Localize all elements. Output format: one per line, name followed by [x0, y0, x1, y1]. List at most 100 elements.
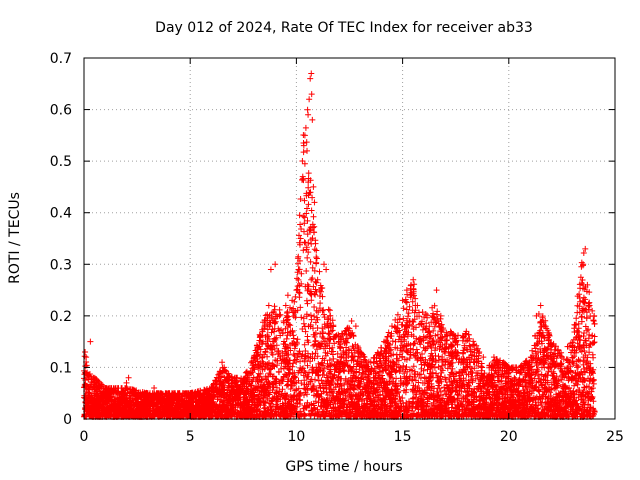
y-axis-label: ROTI / TECUs	[7, 192, 23, 284]
roti-point	[306, 96, 313, 103]
roti-point	[102, 385, 109, 392]
y-tick-label: 0	[63, 412, 72, 428]
roti-point	[300, 142, 307, 149]
roti-point	[384, 333, 391, 340]
roti-point	[580, 261, 587, 268]
roti-point	[323, 266, 330, 273]
roti-point	[420, 323, 427, 330]
roti-point	[522, 369, 529, 376]
roti-point	[537, 302, 544, 309]
roti-point	[541, 323, 548, 330]
roti-point	[495, 359, 502, 366]
x-tick-label: 25	[606, 429, 624, 445]
roti-point	[219, 359, 226, 366]
roti-point	[388, 323, 395, 330]
roti-point	[187, 390, 194, 397]
roti-point	[429, 312, 436, 319]
roti-point	[125, 374, 132, 381]
roti-point	[408, 281, 415, 288]
roti-point	[265, 302, 272, 309]
x-tick-label: 20	[500, 429, 518, 445]
roti-point	[463, 328, 470, 335]
roti-point	[310, 183, 317, 190]
roti-point	[112, 385, 119, 392]
roti-point	[348, 318, 355, 325]
roti-point	[378, 348, 385, 355]
x-tick-label: 10	[287, 429, 305, 445]
roti-point	[299, 173, 306, 180]
roti-point	[307, 75, 314, 82]
axis-ticks	[83, 57, 616, 420]
roti-point	[311, 199, 318, 206]
roti-point	[297, 235, 304, 242]
roti-point	[467, 343, 474, 350]
roti-point	[308, 70, 315, 77]
y-tick-label: 0.4	[50, 206, 72, 222]
roti-point	[257, 333, 264, 340]
roti-point	[221, 364, 228, 371]
roti-point	[410, 276, 417, 283]
roti-point	[584, 281, 591, 288]
roti-point	[316, 287, 323, 294]
roti-point	[558, 354, 565, 361]
y-tick-label: 0.3	[50, 257, 72, 273]
x-axis-label: GPS time / hours	[285, 459, 402, 475]
roti-point	[284, 292, 291, 299]
y-tick-label: 0.6	[50, 103, 72, 119]
roti-point	[282, 302, 289, 309]
roti-point	[272, 261, 279, 268]
roti-point	[93, 379, 100, 386]
grid-lines	[84, 58, 615, 419]
roti-point	[512, 364, 519, 371]
roti-point	[342, 338, 349, 345]
data-points	[81, 70, 598, 420]
roti-point	[84, 369, 91, 376]
roti-point	[569, 359, 576, 366]
roti-point	[144, 390, 151, 397]
roti-point	[312, 240, 319, 247]
roti-point	[165, 390, 172, 397]
y-tick-label: 0.7	[50, 51, 72, 67]
x-tick-label: 15	[394, 429, 412, 445]
roti-point	[367, 359, 374, 366]
y-tick-labels: 0 0.1 0.2 0.3 0.4 0.5 0.6 0.7	[50, 51, 72, 428]
plot-frame	[83, 57, 616, 420]
roti-point	[480, 354, 487, 361]
roti-point	[308, 91, 315, 98]
roti-point	[582, 245, 589, 252]
roti-point	[301, 132, 308, 139]
roti-point	[452, 338, 459, 345]
roti-point	[293, 287, 300, 294]
roti-point	[151, 385, 158, 392]
roti-point	[231, 374, 238, 381]
roti-point	[433, 287, 440, 294]
roti-point	[309, 116, 316, 123]
roti-point	[412, 302, 419, 309]
roti-point	[87, 338, 94, 345]
x-tick-label: 0	[80, 429, 89, 445]
roti-point	[335, 333, 342, 340]
roti-point	[208, 385, 215, 392]
roti-point	[276, 312, 283, 319]
roti-point	[176, 390, 183, 397]
roti-point	[123, 379, 130, 386]
roti-point	[437, 312, 444, 319]
roti-point	[82, 348, 89, 355]
roti-point	[289, 297, 296, 304]
roti-point	[242, 374, 249, 381]
chart-title: Day 012 of 2024, Rate Of TEC Index for r…	[155, 20, 533, 36]
roti-point	[399, 297, 406, 304]
roti-point	[442, 333, 449, 340]
roti-point	[403, 287, 410, 294]
roti-point	[90, 374, 97, 381]
roti-point	[393, 328, 400, 335]
roti-point	[505, 369, 512, 376]
roti-point	[327, 312, 334, 319]
roti-point	[586, 302, 593, 309]
y-tick-label: 0.1	[50, 360, 72, 376]
roti-point	[321, 261, 328, 268]
roti-point	[357, 354, 364, 361]
roti-point	[304, 147, 311, 154]
roti-point	[590, 318, 597, 325]
